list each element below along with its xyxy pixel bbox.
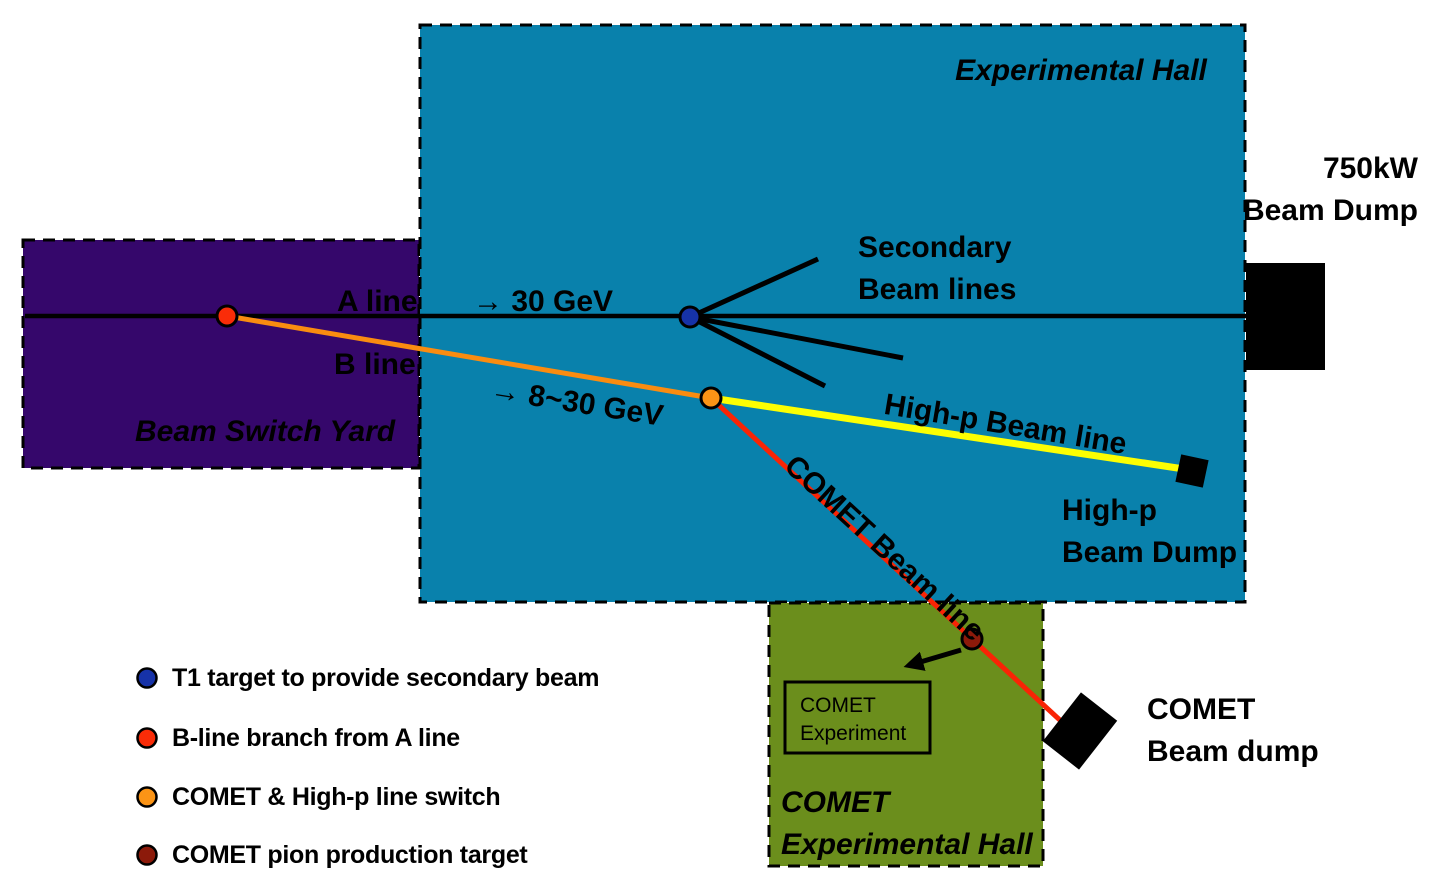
legend-b-line-branch-dot-icon bbox=[136, 727, 158, 749]
experimental-hall-label: Experimental Hall bbox=[955, 54, 1207, 87]
line-switch-dot bbox=[699, 386, 723, 410]
legend-line-switch-dot-icon bbox=[136, 786, 158, 808]
b-line-label: B line bbox=[334, 348, 416, 381]
a-line-energy-label: → 30 GeV bbox=[473, 285, 614, 318]
comet-experiment-box bbox=[783, 680, 932, 755]
secondary-beam-lines-label-line1: Secondary bbox=[858, 231, 1012, 264]
legend-item-pion-target: COMET pion production target bbox=[172, 841, 528, 869]
legend-item-line-switch: COMET & High-p line switch bbox=[172, 783, 501, 811]
t1-target-dot bbox=[678, 305, 702, 329]
high-p-beam-dump-label-line2: Beam Dump bbox=[1062, 536, 1238, 569]
secondary-beam-line-upper bbox=[688, 256, 820, 320]
comet-experiment-label-line2: Experiment bbox=[800, 722, 907, 745]
comet-hall-label: COMET Experimental Hall bbox=[781, 782, 1033, 866]
legend-pion-target-dot-icon bbox=[136, 844, 158, 866]
experimental-hall-region bbox=[418, 23, 1247, 604]
comet-beam-dump-block bbox=[1042, 692, 1118, 770]
secondary-beam-lines-label-line2: Beam lines bbox=[858, 273, 1017, 306]
comet-experiment-label-line1: COMET bbox=[800, 694, 876, 717]
legend-item-b-line-branch: B-line branch from A line bbox=[172, 724, 460, 752]
secondary-beam-line-middle bbox=[689, 314, 904, 361]
b-beam-line bbox=[226, 313, 712, 401]
comet-experiment-label: COMET Experiment bbox=[800, 692, 906, 748]
beam-dump-750kw-label-line1: 750kW bbox=[1322, 152, 1418, 185]
secondary-beam-line-lower bbox=[688, 314, 827, 389]
comet-hall-label-line1: COMET bbox=[781, 786, 890, 819]
comet-beam-dump-label-line1: COMET bbox=[1147, 693, 1256, 726]
beam-switch-yard-region bbox=[21, 238, 421, 470]
high-p-beam-dump-block bbox=[1175, 454, 1209, 488]
high-p-beam-line bbox=[710, 394, 1185, 473]
high-p-beam-dump-label-line1: High-p bbox=[1062, 494, 1157, 527]
legend-t1-target-dot-icon bbox=[136, 667, 158, 689]
beam-switch-yard-label: Beam Switch Yard bbox=[135, 415, 396, 448]
high-p-beam-dump-label: High-p Beam Dump bbox=[1062, 490, 1237, 574]
beam-dump-750kw-label: 750kW Beam Dump bbox=[1218, 148, 1418, 232]
beam-dump-750kw-block bbox=[1246, 263, 1325, 370]
pion-production-target-dot bbox=[960, 627, 984, 651]
comet-hall-label-line2: Experimental Hall bbox=[781, 828, 1033, 861]
beam-dump-750kw-label-line2: Beam Dump bbox=[1242, 194, 1418, 227]
comet-experimental-hall-region bbox=[767, 601, 1045, 868]
legend-item-t1-target: T1 target to provide secondary beam bbox=[172, 664, 600, 692]
a-line-label: A line bbox=[337, 285, 418, 318]
comet-beam-dump-label-line2: Beam dump bbox=[1147, 735, 1319, 768]
secondary-beam-lines-label: Secondary Beam lines bbox=[858, 227, 1016, 311]
comet-beam-dump-label: COMET Beam dump bbox=[1147, 689, 1319, 773]
b-line-branch-dot bbox=[215, 304, 239, 328]
pion-extraction-arrow-icon bbox=[903, 647, 962, 671]
comet-beam-line bbox=[709, 396, 1064, 724]
